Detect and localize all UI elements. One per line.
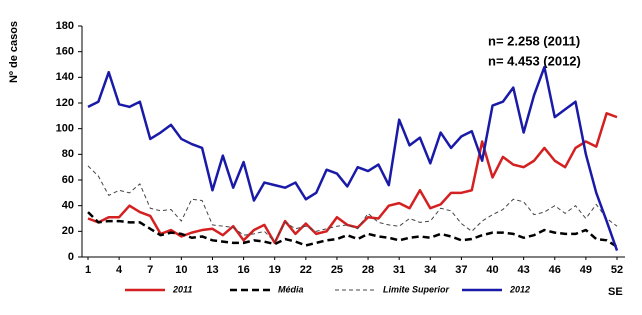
y-tick-label: 120 [56, 97, 74, 109]
x-tick-label: 43 [518, 264, 530, 276]
y-tick-label: 20 [62, 225, 74, 237]
x-tick-label: 19 [269, 264, 281, 276]
x-axis-label: SE [608, 286, 623, 298]
x-tick-label: 22 [300, 264, 312, 276]
x-tick-label: 25 [331, 264, 343, 276]
legend-label: 2011 [172, 284, 192, 294]
y-tick-label: 140 [56, 71, 74, 83]
y-tick-label: 60 [62, 174, 74, 186]
y-tick-label: 160 [56, 46, 74, 58]
annotation: n= 4.453 (2012) [488, 53, 581, 68]
series-line [87, 65, 619, 251]
x-tick-label: 1 [85, 264, 91, 276]
legend-label: 2012 [509, 284, 530, 294]
x-tick-label: 37 [455, 264, 467, 276]
y-tick-label: 180 [56, 20, 74, 32]
legend-label: Média [278, 284, 304, 294]
y-tick-label: 0 [68, 251, 74, 263]
x-tick-label: 16 [237, 264, 249, 276]
x-tick-label: 52 [611, 264, 623, 276]
y-tick-label: 40 [62, 200, 74, 212]
x-tick-label: 34 [424, 264, 437, 276]
x-tick-label: 4 [116, 264, 123, 276]
x-tick-label: 40 [486, 264, 498, 276]
series-line [87, 165, 618, 243]
x-tick-label: 28 [362, 264, 374, 276]
y-axis-label: Nº de casos [8, 21, 20, 83]
x-tick-label: 13 [206, 264, 218, 276]
x-tick-label: 31 [393, 264, 405, 276]
y-tick-label: 100 [56, 123, 74, 135]
x-tick-label: 49 [580, 264, 592, 276]
x-tick-label: 10 [175, 264, 187, 276]
series-line [87, 112, 618, 245]
y-tick-label: 80 [62, 148, 74, 160]
x-tick-label: 46 [549, 264, 561, 276]
x-tick-label: 7 [147, 264, 153, 276]
series-line [87, 211, 618, 248]
annotation: n= 2.258 (2011) [488, 33, 580, 48]
legend-label: Limite Superior [383, 284, 450, 294]
